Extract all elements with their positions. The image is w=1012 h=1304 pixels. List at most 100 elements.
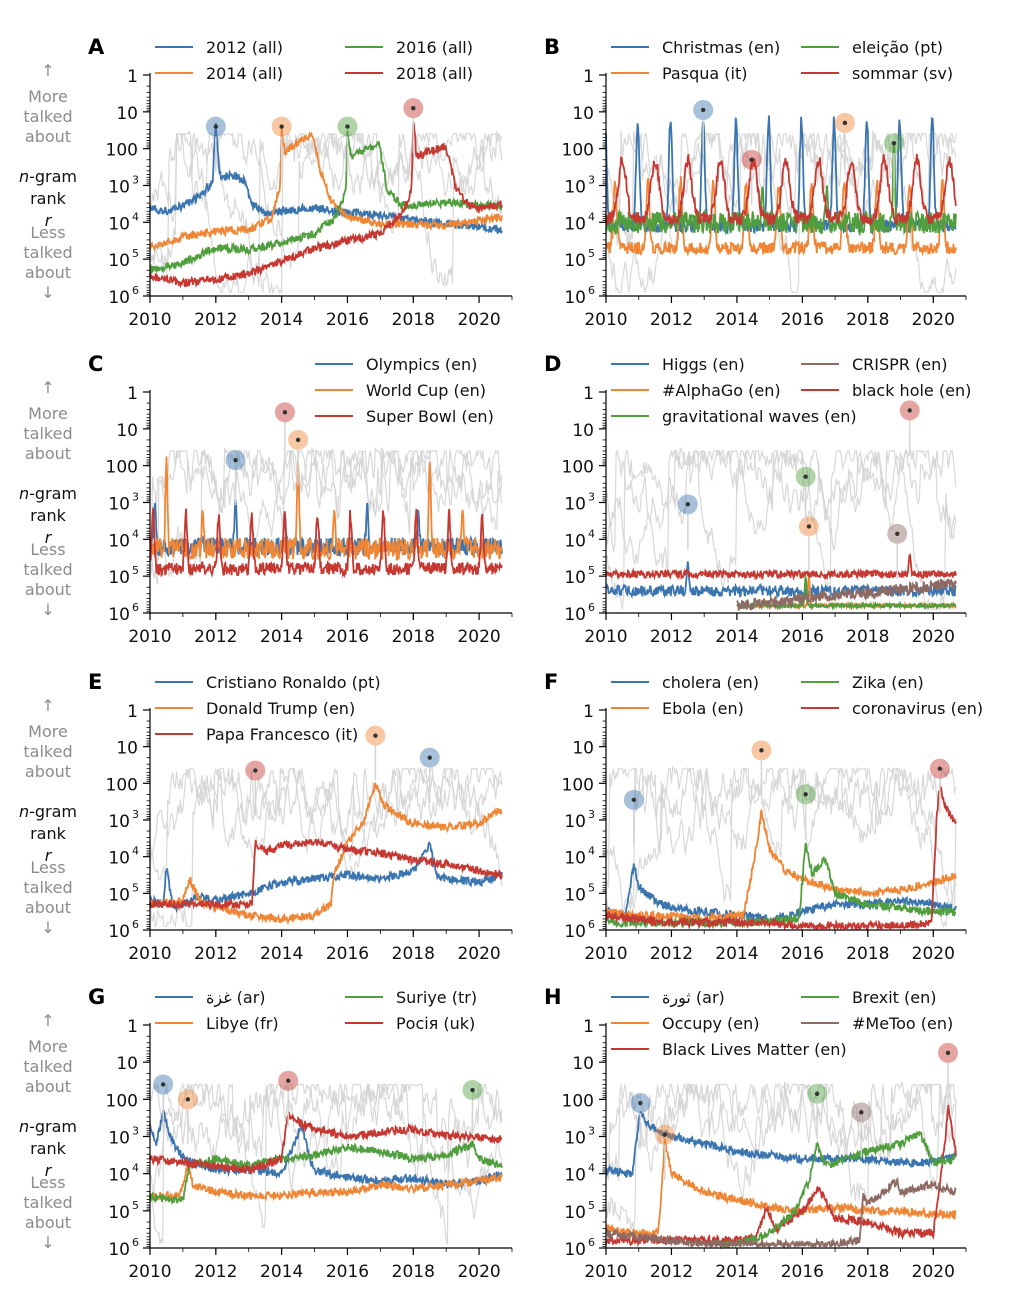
more-talked-text: about <box>25 444 71 463</box>
y-tick-exponent: 4 <box>588 210 595 223</box>
y-tick-label: 100 <box>562 458 594 478</box>
y-tick-label: 10 <box>564 922 586 942</box>
y-tick-label: 100 <box>106 775 138 795</box>
up-arrow: ↑ <box>41 696 54 715</box>
x-tick-label: 2016 <box>781 1262 824 1282</box>
legend-entry-D-1: Higgs (en) <box>662 355 745 374</box>
legend-entry-C-1: Olympics (en) <box>366 355 477 374</box>
y-tick-label: 10 <box>564 288 586 308</box>
x-tick-label: 2018 <box>846 310 889 330</box>
x-tick-label: 2016 <box>781 310 824 330</box>
y-tick-label: 10 <box>564 1129 586 1149</box>
background-series-line <box>605 765 957 918</box>
y-tick-exponent: 5 <box>588 247 595 260</box>
peak-dot <box>279 124 284 129</box>
panel-label-E: E <box>88 670 102 694</box>
y-tick-label: 10 <box>108 251 130 271</box>
legend-entry-B-4: sommar (sv) <box>852 64 953 83</box>
y-tick-label: 10 <box>108 531 130 551</box>
y-tick-exponent: 3 <box>588 174 595 187</box>
background-series-line <box>605 447 957 588</box>
rank-label: rank <box>30 189 67 208</box>
x-tick-label: 2014 <box>260 310 303 330</box>
less-talked-text: about <box>25 898 71 917</box>
peak-dot <box>895 531 900 537</box>
rank-label: rank <box>30 506 67 525</box>
up-arrow: ↑ <box>41 378 54 397</box>
x-tick-label: 2018 <box>846 627 889 647</box>
legend-G: غزة (ar) Libye (fr) Suriye (tr) Росія (uk) <box>155 988 477 1033</box>
y-tick-exponent: 6 <box>588 284 595 297</box>
peak-dot <box>662 1132 668 1137</box>
side-label-row-4: ↑Moretalkedaboutn-gramrankrLesstalkedabo… <box>19 1011 77 1252</box>
less-talked-text: about <box>25 580 71 599</box>
x-tick-label: 2014 <box>715 310 758 330</box>
y-tick-exponent: 6 <box>132 918 139 931</box>
y-tick-exponent: 4 <box>588 845 595 858</box>
x-tick-label: 2018 <box>846 944 889 964</box>
legend-entry-G-2: Libye (fr) <box>206 1014 279 1033</box>
r-label: r <box>45 528 53 547</box>
y-tick-label: 10 <box>116 104 138 124</box>
plot-area-E <box>149 725 503 928</box>
y-tick-label: 10 <box>572 421 594 441</box>
x-tick-label: 2014 <box>260 944 303 964</box>
y-tick-label: 10 <box>564 251 586 271</box>
x-tick-label: 2018 <box>392 627 435 647</box>
less-talked-text: Less <box>30 858 65 877</box>
x-tick-label: 2020 <box>912 944 955 964</box>
legend-entry-A-1: 2012 (all) <box>206 38 283 57</box>
legend-entry-B-3: eleição (pt) <box>852 38 943 57</box>
panel-label-B: B <box>544 35 560 59</box>
up-arrow: ↑ <box>41 1011 54 1030</box>
x-tick-label: 2012 <box>194 627 237 647</box>
peak-dot <box>282 410 288 415</box>
legend-entry-E-1: Cristiano Ronaldo (pt) <box>206 673 381 692</box>
background-series-line <box>605 449 957 612</box>
legend-entry-C-3: Super Bowl (en) <box>366 407 494 426</box>
y-tick-exponent: 6 <box>588 918 595 931</box>
x-tick-label: 2012 <box>194 310 237 330</box>
y-tick-exponent: 6 <box>132 601 139 614</box>
series-line-A-4 <box>149 122 503 289</box>
side-label-row-2: ↑Moretalkedaboutn-gramrankrLesstalkedabo… <box>19 378 77 619</box>
x-tick-label: 2018 <box>392 310 435 330</box>
y-tick-label: 10 <box>116 421 138 441</box>
y-tick-label: 10 <box>108 495 130 515</box>
y-tick-label: 1 <box>127 67 138 87</box>
legend-entry-H-1: ثورة (ar) <box>662 988 725 1008</box>
y-tick-exponent: 3 <box>588 808 595 821</box>
legend-B: Christmas (en) Pasqua (it) eleição (pt) som… <box>611 38 953 83</box>
peak-dot <box>638 1100 643 1106</box>
y-tick-exponent: 3 <box>588 1125 595 1138</box>
y-tick-label: 10 <box>564 214 586 234</box>
y-tick-exponent: 4 <box>132 845 139 858</box>
x-tick-label: 2020 <box>912 310 955 330</box>
legend-entry-A-3: 2016 (all) <box>396 38 473 57</box>
y-tick-label: 10 <box>572 104 594 124</box>
background-series-line <box>149 766 503 882</box>
x-tick-label: 2010 <box>584 1262 627 1282</box>
x-tick-label: 2010 <box>128 944 171 964</box>
x-tick-label: 2020 <box>457 627 500 647</box>
y-tick-exponent: 3 <box>588 491 595 504</box>
peak-dot <box>411 105 416 111</box>
y-tick-label: 10 <box>572 739 594 759</box>
legend-entry-H-2: Occupy (en) <box>662 1014 760 1033</box>
x-tick-label: 2018 <box>392 944 435 964</box>
background-series-line <box>149 447 503 578</box>
legend-entry-G-3: Suriye (tr) <box>396 988 477 1007</box>
y-tick-label: 10 <box>564 1166 586 1186</box>
x-tick-label: 2010 <box>584 627 627 647</box>
down-arrow: ↓ <box>41 918 54 937</box>
legend-entry-F-4: coronavirus (en) <box>852 699 983 718</box>
ngram-rank-label: n-gram <box>19 167 77 186</box>
peak-dot <box>233 457 238 463</box>
y-tick-exponent: 5 <box>588 564 595 577</box>
y-tick-label: 10 <box>108 178 130 198</box>
series-line-A-2 <box>149 128 503 252</box>
less-talked-text: Less <box>30 223 65 242</box>
y-tick-exponent: 6 <box>132 1236 139 1249</box>
peak-dot <box>213 124 219 129</box>
more-talked-text: talked <box>23 424 72 443</box>
